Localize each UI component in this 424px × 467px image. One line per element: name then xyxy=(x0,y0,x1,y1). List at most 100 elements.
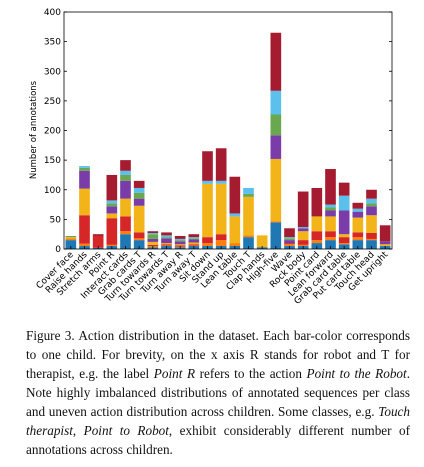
bar-segment xyxy=(366,233,377,239)
bar-segment xyxy=(79,170,90,189)
y-tick-label: 150 xyxy=(44,156,61,166)
bar-segment xyxy=(270,222,282,249)
bar-segment xyxy=(297,227,309,229)
bar-segment xyxy=(161,235,172,238)
bar-segment xyxy=(243,187,254,194)
bar-segment xyxy=(379,225,391,242)
bar-segment xyxy=(174,240,186,242)
bar-segment xyxy=(174,238,186,241)
bar-segment xyxy=(133,192,145,199)
bar-segment xyxy=(147,238,159,242)
bar-segment xyxy=(325,169,336,205)
bar-segment xyxy=(270,221,282,223)
bar-segment xyxy=(120,160,131,171)
bar-segment xyxy=(352,208,364,212)
bar-segment xyxy=(229,176,241,214)
bar-segment xyxy=(215,148,227,181)
bar-segment xyxy=(120,216,131,232)
bar-segment xyxy=(215,180,227,184)
bar-segment xyxy=(120,198,131,217)
y-tick-label: 400 xyxy=(44,8,61,18)
y-tick-label: 100 xyxy=(44,186,61,196)
bar-segment xyxy=(366,203,377,207)
bar-segment xyxy=(106,218,118,245)
bar-segment xyxy=(161,244,172,246)
bar-segment xyxy=(366,206,377,216)
y-tick-label: 0 xyxy=(55,245,61,255)
bar-segment xyxy=(352,240,364,249)
y-tick-label: 300 xyxy=(44,67,61,77)
bar-segment xyxy=(215,234,227,241)
y-tick-label: 350 xyxy=(44,38,61,48)
bar-segment xyxy=(202,183,213,238)
bar-segment xyxy=(338,234,350,238)
bar-segment xyxy=(325,207,336,211)
bar-segment xyxy=(106,206,118,214)
y-tick-label: 250 xyxy=(44,97,61,107)
bar-segment xyxy=(325,231,336,238)
y-tick-label: 50 xyxy=(50,215,62,225)
bar-segment xyxy=(133,232,145,239)
bar-segment xyxy=(79,167,90,171)
bar-segment xyxy=(106,174,118,201)
bar-segment xyxy=(215,183,227,235)
bar-segment xyxy=(325,216,336,232)
bar-segment xyxy=(147,233,159,235)
bar-segment xyxy=(147,244,159,247)
bar-segment xyxy=(284,237,295,239)
bar-segment xyxy=(352,202,364,209)
bar-segment xyxy=(202,151,213,181)
bar-segment xyxy=(133,187,145,193)
bar-segment xyxy=(147,231,159,233)
bar-segment xyxy=(147,241,159,245)
bar-segment xyxy=(284,244,295,247)
bar-segment xyxy=(188,242,200,245)
bar-segment xyxy=(106,203,118,207)
bar-segment xyxy=(202,243,213,247)
caption-text-2: refers to the action xyxy=(195,366,307,381)
bar-segment xyxy=(284,243,295,245)
bar-segment xyxy=(311,216,323,232)
bar-segment xyxy=(161,243,172,245)
bar-segment xyxy=(120,234,131,249)
bar-segment xyxy=(106,213,118,219)
bar-segment xyxy=(325,237,336,241)
bar-segment xyxy=(297,228,309,232)
bar-segment xyxy=(270,135,282,159)
bar-segment xyxy=(161,232,172,236)
bar-segment xyxy=(311,187,323,217)
bar-segment xyxy=(133,240,145,249)
figure-caption: Figure 3. Action distribution in the dat… xyxy=(26,326,410,459)
bar-segment xyxy=(174,244,186,246)
bar-segment xyxy=(229,216,241,244)
bar-segment xyxy=(270,158,282,222)
bar-segment xyxy=(379,244,391,247)
bar-segment xyxy=(229,213,241,217)
bar-segment xyxy=(106,244,118,247)
bar-segment xyxy=(379,241,391,245)
y-ticks: 0 50 100 150 200 250 300 350 400 xyxy=(44,8,392,255)
bar-segment xyxy=(311,240,323,244)
bar-segment xyxy=(243,193,254,197)
bar-segment xyxy=(229,243,241,247)
bar-segment xyxy=(311,231,323,241)
bar-segment xyxy=(65,240,77,249)
bar-segment xyxy=(120,180,131,199)
bar-stacks xyxy=(65,32,391,249)
bar-segment xyxy=(174,235,186,239)
bar-segment xyxy=(270,114,282,136)
bar-segment xyxy=(338,237,350,244)
bar-segment xyxy=(352,237,364,241)
bar-segment xyxy=(188,239,200,243)
chart-canvas: 0 50 100 150 200 250 300 350 400 Cover faceRaise… xyxy=(29,8,393,307)
bar-segment xyxy=(270,90,282,115)
bar-segment xyxy=(79,243,90,247)
bar-segment xyxy=(325,204,336,208)
bar-segment xyxy=(366,189,377,199)
y-tick-label: 200 xyxy=(44,127,61,137)
bar-segment xyxy=(284,228,295,238)
action-distribution-chart: 0 50 100 150 200 250 300 350 400 Cover face Raise… xyxy=(29,8,393,307)
bar-segment xyxy=(338,243,350,245)
caption-emphasis-1: Point R xyxy=(153,366,196,381)
bar-segment xyxy=(147,234,159,239)
